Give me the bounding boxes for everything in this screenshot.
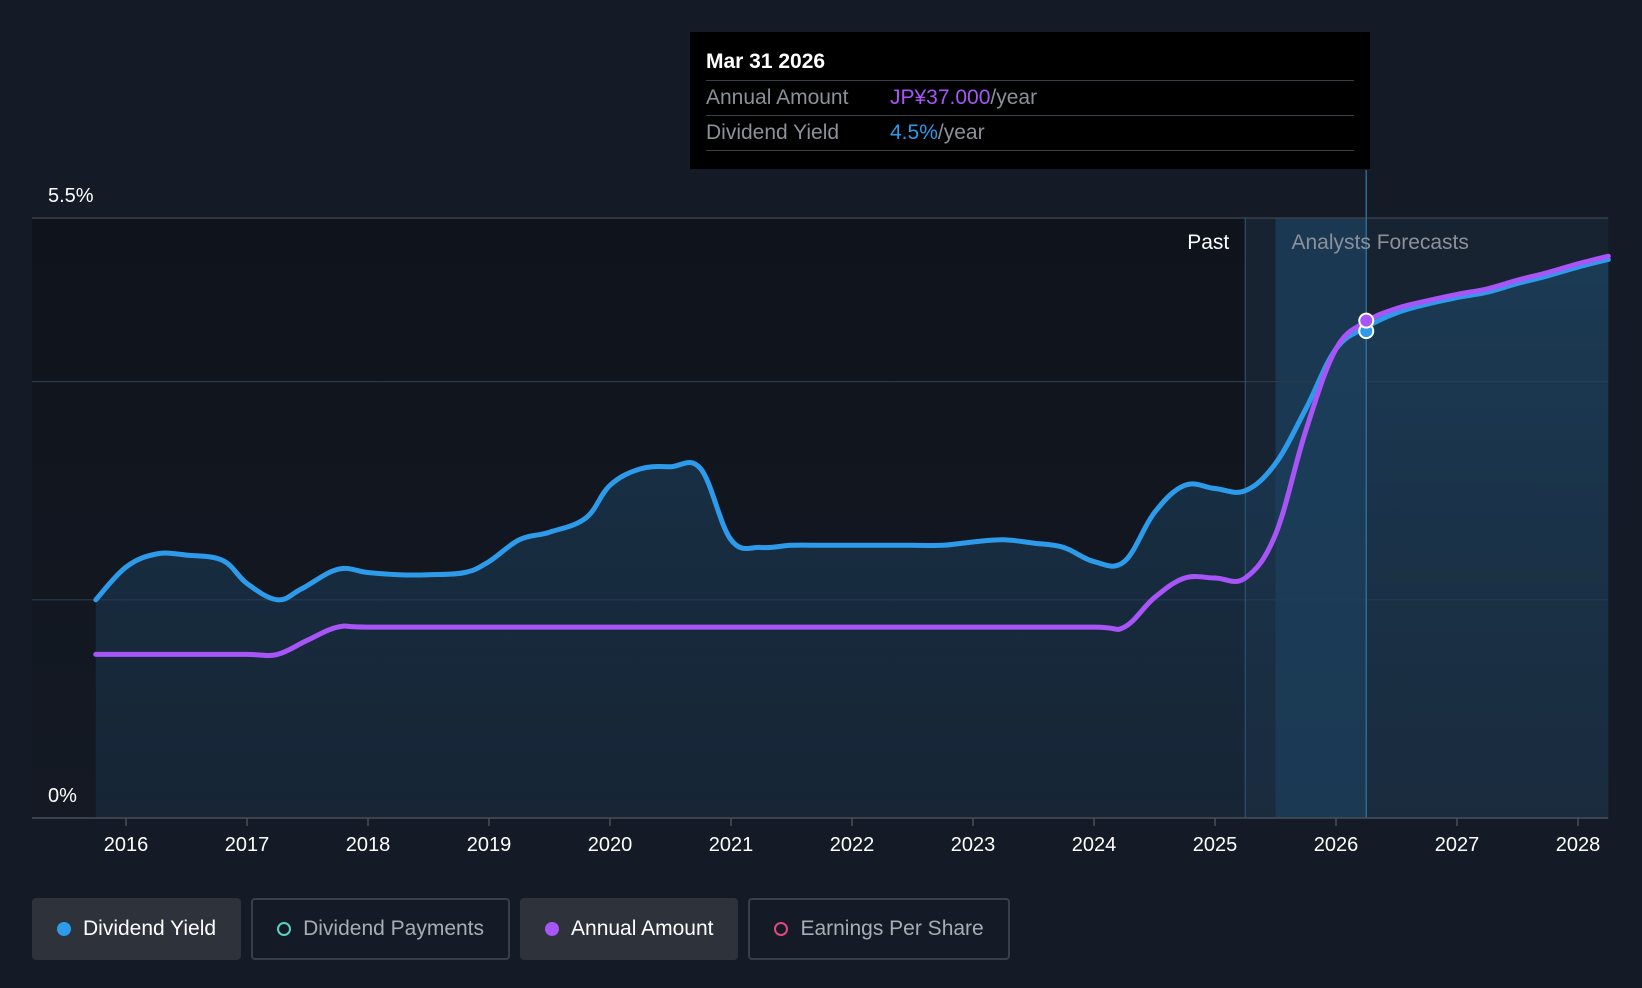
legend-label: Dividend Yield: [83, 917, 217, 940]
x-tick-label: 2019: [467, 834, 512, 856]
x-tick-label: 2025: [1193, 834, 1238, 856]
legend-label: Dividend Payments: [303, 917, 485, 940]
tooltip-amount-value: JP¥37.000: [890, 86, 991, 109]
tooltip-unit: /year: [990, 86, 1038, 109]
x-tick-label: 2017: [225, 834, 270, 856]
legend-earnings-per-share[interactable]: Earnings Per Share: [748, 898, 1010, 960]
x-tick-label: 2028: [1556, 834, 1601, 856]
x-tick-label: 2016: [104, 834, 149, 856]
x-tick-label: 2026: [1314, 834, 1359, 856]
x-tick-label: 2024: [1072, 834, 1117, 856]
legend-label: Earnings Per Share: [800, 917, 984, 940]
legend-label: Annual Amount: [571, 917, 714, 940]
legend-dot-icon: [545, 922, 560, 936]
x-tick-label: 2027: [1435, 834, 1480, 856]
tooltip-unit: /year: [937, 121, 985, 144]
tooltip-date: Mar 31 2026: [706, 46, 1354, 81]
legend-dot-icon: [57, 922, 71, 936]
legend-ring-icon: [774, 922, 789, 936]
legend-dividend-yield[interactable]: Dividend Yield: [32, 898, 242, 960]
x-tick-label: 2022: [830, 834, 875, 856]
tooltip-yield-value: 4.5%: [890, 121, 938, 144]
x-tick-label: 2021: [709, 834, 754, 856]
x-tick-label: 2023: [951, 834, 996, 856]
annual-amount-line[interactable]: [93, 253, 1611, 658]
forecast-label: Analysts Forecasts: [1292, 231, 1469, 254]
past-label: Past: [1187, 231, 1229, 254]
legend-dividend-payments[interactable]: Dividend Payments: [251, 898, 511, 960]
legend: Dividend Yield Dividend Payments Annual …: [32, 898, 1010, 960]
y-tick-label: 0%: [48, 785, 77, 807]
tooltip-label: Dividend Yield: [706, 121, 840, 144]
x-tick-label: 2018: [346, 834, 391, 856]
legend-annual-amount[interactable]: Annual Amount: [520, 898, 739, 960]
annual-amount-marker[interactable]: [1358, 312, 1375, 329]
tooltip-row-annual-amount: Annual Amount JP¥37.000/year: [706, 81, 1354, 116]
tooltip-row-dividend-yield: Dividend Yield 4.5%/year: [706, 116, 1354, 151]
legend-ring-icon: [277, 922, 292, 936]
y-tick-label: 5.5%: [48, 185, 94, 207]
x-tick-label: 2020: [588, 834, 633, 856]
dividend-yield-area: [95, 259, 1609, 818]
tooltip: Mar 31 2026 Annual Amount JP¥37.000/year…: [690, 32, 1370, 169]
tooltip-label: Annual Amount: [706, 86, 849, 109]
